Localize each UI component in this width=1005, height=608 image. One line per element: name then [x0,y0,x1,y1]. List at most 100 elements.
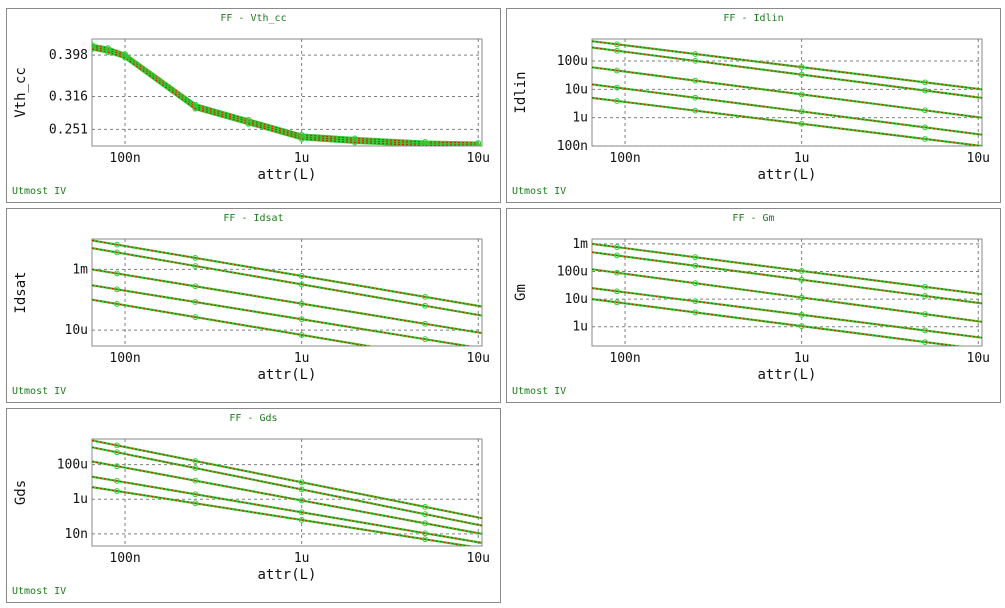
data-point-marker [298,281,305,288]
data-point-marker [614,244,620,250]
series-line-simulated [592,66,982,119]
data-point-marker [192,254,199,261]
chart-panel-idlin: FF - Idlin 100n 1u 10u 100n 1u 10u 100u attr(L)… [506,8,1001,203]
y-tick-label: 1m [72,262,88,277]
data-point-marker [692,107,699,114]
data-point-marker [798,108,805,115]
series-line-simulated [592,268,982,323]
x-tick-label: 100n [109,351,140,366]
data-point-marker [614,98,620,104]
series-line-simulated [592,287,982,339]
data-point-marker [298,479,305,486]
chart-panel-gds: FF - Gds 100n 1u 10u 10n 1u 100u attr(L) Gds Ut… [6,408,501,603]
data-point-marker [298,517,305,523]
x-tick-label: 10u [467,151,490,166]
plot-area: 100n 1u 10u 0.251 0.316 0.398 attr(L) Vth_cc [13,38,490,183]
data-point-marker [922,124,928,131]
data-point-marker [114,442,120,449]
plot-frame [91,438,483,547]
data-point-marker [798,294,805,301]
series-line-measured [92,43,479,145]
plot-frame [91,38,483,147]
x-tick-label: 100n [109,551,140,566]
series-line-simulated [92,299,372,346]
x-axis-label: attr(L) [257,367,316,383]
data-point-marker [422,302,428,309]
footer-label: Utmost IV [12,186,67,197]
data-point-marker [692,57,699,64]
y-tick-label: 0.251 [49,122,88,137]
data-point-marker [105,49,111,56]
series-line-simulated [592,243,982,295]
data-point-marker [922,327,928,334]
data-point-marker [692,280,699,287]
x-tick-label: 1u [794,151,810,166]
data-point-marker [192,465,199,471]
x-tick-label: 100n [609,151,640,166]
data-point-marker [422,293,428,300]
series-line-simulated [92,239,482,308]
series-line-measured [92,439,482,520]
data-point-marker [422,503,428,510]
y-tick-label: 1u [572,111,588,126]
data-point-marker [614,47,620,54]
data-point-marker [298,316,305,323]
data-point-marker [614,252,620,259]
x-tick-label: 1u [294,351,310,366]
series-line-simulated [592,83,982,136]
data-point-marker [922,87,928,94]
chart-panel-idsat: FF - Idsat 100n 1u 10u 10u 1m attr(L) Idsat Ut… [6,208,501,403]
y-tick-label: 1u [572,320,588,335]
x-axis-label: attr(L) [757,167,816,183]
y-tick-label: 0.398 [49,48,88,63]
series-line-simulated [592,251,982,304]
data-point-marker [692,298,699,305]
series-group [592,40,982,146]
series-line-simulated [592,298,961,346]
data-point-marker [422,511,428,518]
data-point-marker [692,51,699,57]
plot-frame [91,238,483,347]
chart-title: FF - Vth_cc [220,13,287,24]
y-tick-label: 100u [57,458,88,473]
data-point-marker [192,491,199,498]
data-point-marker [192,314,199,320]
series-group [92,239,482,346]
data-point-marker [798,91,805,98]
data-point-marker [692,262,699,269]
data-point-marker [798,64,805,71]
x-tick-label: 10u [967,151,990,166]
data-point-marker [422,530,428,537]
data-point-marker [922,311,928,318]
data-point-marker [245,120,252,127]
data-point-marker [192,477,199,484]
chart-title: FF - Idsat [223,213,284,224]
data-point-marker [114,449,120,456]
data-point-marker [298,136,305,142]
plot-area: 100n 1u 10u 100n 1u 10u 100u attr(L) Idlin [513,38,990,183]
data-point-marker [614,299,620,306]
series-line-simulated [92,268,482,334]
data-point-marker [114,249,120,256]
data-point-marker [422,320,428,327]
y-axis-label: Gm [513,284,529,301]
data-point-marker [122,54,128,61]
data-point-marker [798,120,805,127]
data-point-marker [614,288,620,295]
y-tick-label: 10u [65,323,88,338]
x-axis-label: attr(L) [257,167,316,183]
data-point-marker [798,268,805,274]
data-point-marker [422,520,428,527]
data-point-marker [798,276,805,283]
x-tick-label: 1u [294,551,310,566]
data-point-marker [614,41,620,48]
series-group [592,242,982,346]
data-point-marker [192,458,199,464]
series-line-simulated [92,486,472,546]
data-point-marker [114,488,120,494]
y-tick-label: 10u [565,82,588,97]
x-tick-label: 1u [794,351,810,366]
y-axis-label: Vth_cc [13,67,29,118]
data-point-marker [298,509,305,516]
data-point-marker [692,77,699,84]
